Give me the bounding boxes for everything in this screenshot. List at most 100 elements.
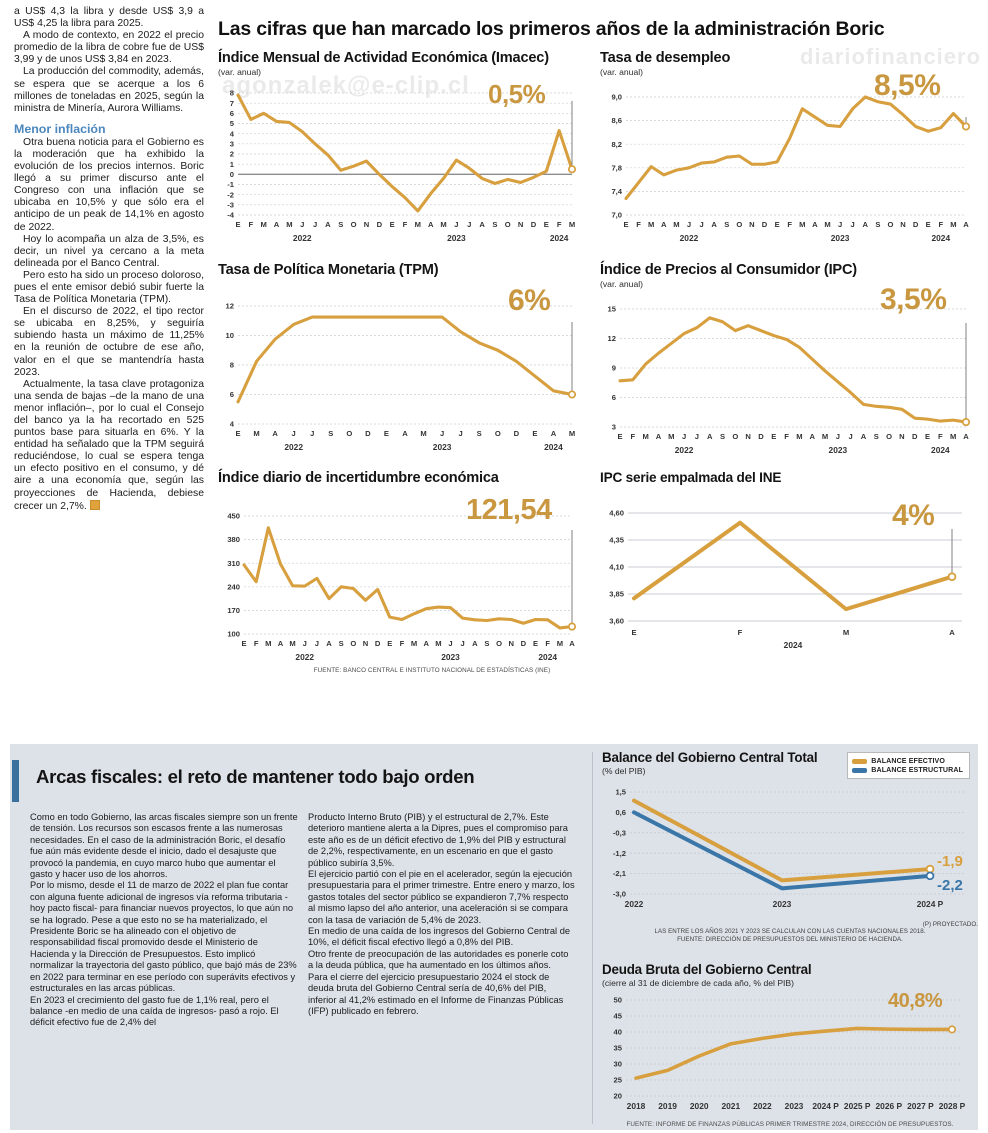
- svg-text:J: J: [303, 639, 307, 648]
- svg-text:3,60: 3,60: [609, 617, 624, 626]
- svg-text:A: A: [661, 220, 667, 229]
- fiscal-title: Arcas fiscales: el reto de mantener todo…: [36, 766, 475, 787]
- svg-text:M: M: [265, 639, 271, 648]
- svg-text:F: F: [787, 220, 792, 229]
- svg-text:J: J: [292, 429, 296, 438]
- article-paragraph: Hoy lo acompaña un alza de 3,5%, es deci…: [14, 233, 204, 269]
- svg-text:J: J: [851, 220, 855, 229]
- svg-text:310: 310: [227, 559, 240, 568]
- svg-text:2020: 2020: [690, 1101, 709, 1111]
- svg-text:M: M: [253, 429, 259, 438]
- svg-text:F: F: [249, 220, 254, 229]
- svg-text:A: A: [402, 429, 408, 438]
- svg-text:-3,0: -3,0: [613, 890, 626, 899]
- svg-text:2022: 2022: [293, 233, 312, 243]
- svg-text:2023: 2023: [441, 652, 460, 662]
- svg-text:M: M: [673, 220, 679, 229]
- svg-text:6: 6: [230, 109, 234, 118]
- legend-item-estructural[interactable]: BALANCE ESTRUCTURAL: [852, 766, 963, 774]
- svg-text:A: A: [656, 432, 662, 441]
- svg-text:E: E: [544, 220, 549, 229]
- svg-text:4,10: 4,10: [609, 563, 624, 572]
- chart-callout-value: 4%: [892, 499, 935, 532]
- svg-text:E: E: [390, 220, 395, 229]
- chart-balance: Balance del Gobierno Central Total (% de…: [602, 750, 978, 943]
- svg-text:E: E: [925, 432, 930, 441]
- legend-label: BALANCE EFECTIVO: [871, 757, 945, 765]
- svg-text:N: N: [749, 220, 754, 229]
- svg-text:2024: 2024: [931, 445, 950, 455]
- svg-text:M: M: [668, 432, 674, 441]
- svg-text:3,85: 3,85: [609, 590, 625, 599]
- svg-text:J: J: [459, 429, 463, 438]
- fiscal-paragraph: Para el cierre del ejercicio presupuesta…: [308, 971, 564, 1016]
- svg-text:O: O: [505, 220, 511, 229]
- svg-text:O: O: [887, 220, 893, 229]
- svg-text:F: F: [738, 628, 743, 637]
- svg-text:2019: 2019: [658, 1101, 677, 1111]
- page-title: Las cifras que han marcado los primeros …: [218, 18, 885, 40]
- svg-text:2026 P: 2026 P: [876, 1101, 903, 1111]
- svg-text:S: S: [328, 429, 333, 438]
- svg-text:2024 P: 2024 P: [812, 1101, 839, 1111]
- article-paragraph: Pero esto ha sido un proceso doloroso, p…: [14, 269, 204, 306]
- svg-text:F: F: [254, 639, 259, 648]
- svg-text:3: 3: [612, 423, 616, 432]
- legend-label: BALANCE ESTRUCTURAL: [871, 766, 963, 774]
- svg-text:A: A: [809, 432, 815, 441]
- chart-tpm: Tasa de Política Monetaria (TPM) 12 10 8 6 4…: [218, 262, 586, 460]
- svg-text:D: D: [365, 429, 371, 438]
- article-paragraph: La producción del commodity, además, se …: [14, 66, 204, 114]
- svg-text:M: M: [950, 220, 956, 229]
- svg-text:8,2: 8,2: [611, 140, 622, 149]
- svg-text:A: A: [479, 220, 485, 229]
- svg-text:M: M: [569, 429, 575, 438]
- svg-text:S: S: [492, 220, 497, 229]
- svg-text:9: 9: [612, 364, 616, 373]
- svg-text:F: F: [784, 432, 789, 441]
- chart-title: Índice de Precios al Consumidor (IPC): [600, 262, 857, 278]
- svg-text:M: M: [569, 220, 575, 229]
- ipc-ine-svg: 4,60 4,35 4,10 3,85 3,60 E F M A 2024: [609, 509, 962, 650]
- svg-text:J: J: [448, 639, 452, 648]
- chart-plot-area: 450 380 310 240 170 100 E F M A M J J A S O N D E F M A M J J A S O…: [218, 494, 586, 670]
- chart-title: Tasa de Política Monetaria (TPM): [218, 262, 439, 278]
- article-paragraph: Otra buena noticia para el Gobierno es l…: [14, 136, 204, 233]
- chart-callout-value: 121,54: [466, 494, 552, 526]
- svg-text:2025 P: 2025 P: [844, 1101, 871, 1111]
- svg-text:9,0: 9,0: [611, 93, 622, 102]
- svg-text:12: 12: [608, 334, 616, 343]
- chart-note-cuentas: LAS ENTRE LOS AÑOS 2021 Y 2023 SE CALCUL…: [654, 928, 926, 936]
- svg-text:A: A: [325, 220, 331, 229]
- chart-callout-value: 3,5%: [880, 283, 947, 316]
- fiscal-paragraph: Producto Interno Bruto (PIB) y el estruc…: [308, 812, 568, 868]
- chart-desempleo: Tasa de desempleo (var. anual) 9,0 8,6 8,2…: [600, 50, 980, 251]
- svg-text:D: D: [913, 220, 919, 229]
- chart-ipc-ine: IPC serie empalmada del INE 4,60 4,35 4,10…: [600, 470, 980, 661]
- svg-text:2022: 2022: [295, 652, 314, 662]
- svg-text:-1: -1: [227, 180, 235, 189]
- svg-text:A: A: [274, 220, 280, 229]
- chart-plot-area: 12 10 8 6 4 E M A J J S O D E A M J J S O D E A M 2022 2023 2024 6…: [218, 284, 586, 460]
- end-of-article-mark: [89, 499, 100, 510]
- svg-text:2028 P: 2028 P: [939, 1101, 966, 1111]
- svg-text:3: 3: [230, 139, 234, 148]
- svg-text:-2,2: -2,2: [937, 877, 963, 894]
- fiscal-paragraph: Otro frente de preocupación de las autor…: [308, 948, 569, 971]
- svg-text:M: M: [261, 220, 267, 229]
- chart-source-note: FUENTE: INFORME DE FINANZAS PÚBLICAS PRI…: [626, 1121, 954, 1128]
- svg-text:2023: 2023: [831, 233, 850, 243]
- svg-text:F: F: [403, 220, 408, 229]
- svg-text:J: J: [313, 220, 317, 229]
- svg-text:J: J: [699, 220, 703, 229]
- legend-item-efectivo[interactable]: BALANCE EFECTIVO: [852, 757, 963, 765]
- svg-text:2024: 2024: [550, 233, 569, 243]
- chart-title: Deuda Bruta del Gobierno Central: [602, 962, 812, 977]
- svg-text:7,0: 7,0: [611, 211, 622, 220]
- svg-text:S: S: [875, 220, 880, 229]
- svg-text:2023: 2023: [785, 1101, 804, 1111]
- svg-text:12: 12: [226, 302, 234, 311]
- fiscal-panel: [10, 744, 978, 1130]
- chart-plot-area: 8 7 6 5 4 3 2 1 0 -1 -2 -3 -4 E F M A M J J A S O N D E F M A M J J A S O N…: [218, 79, 586, 251]
